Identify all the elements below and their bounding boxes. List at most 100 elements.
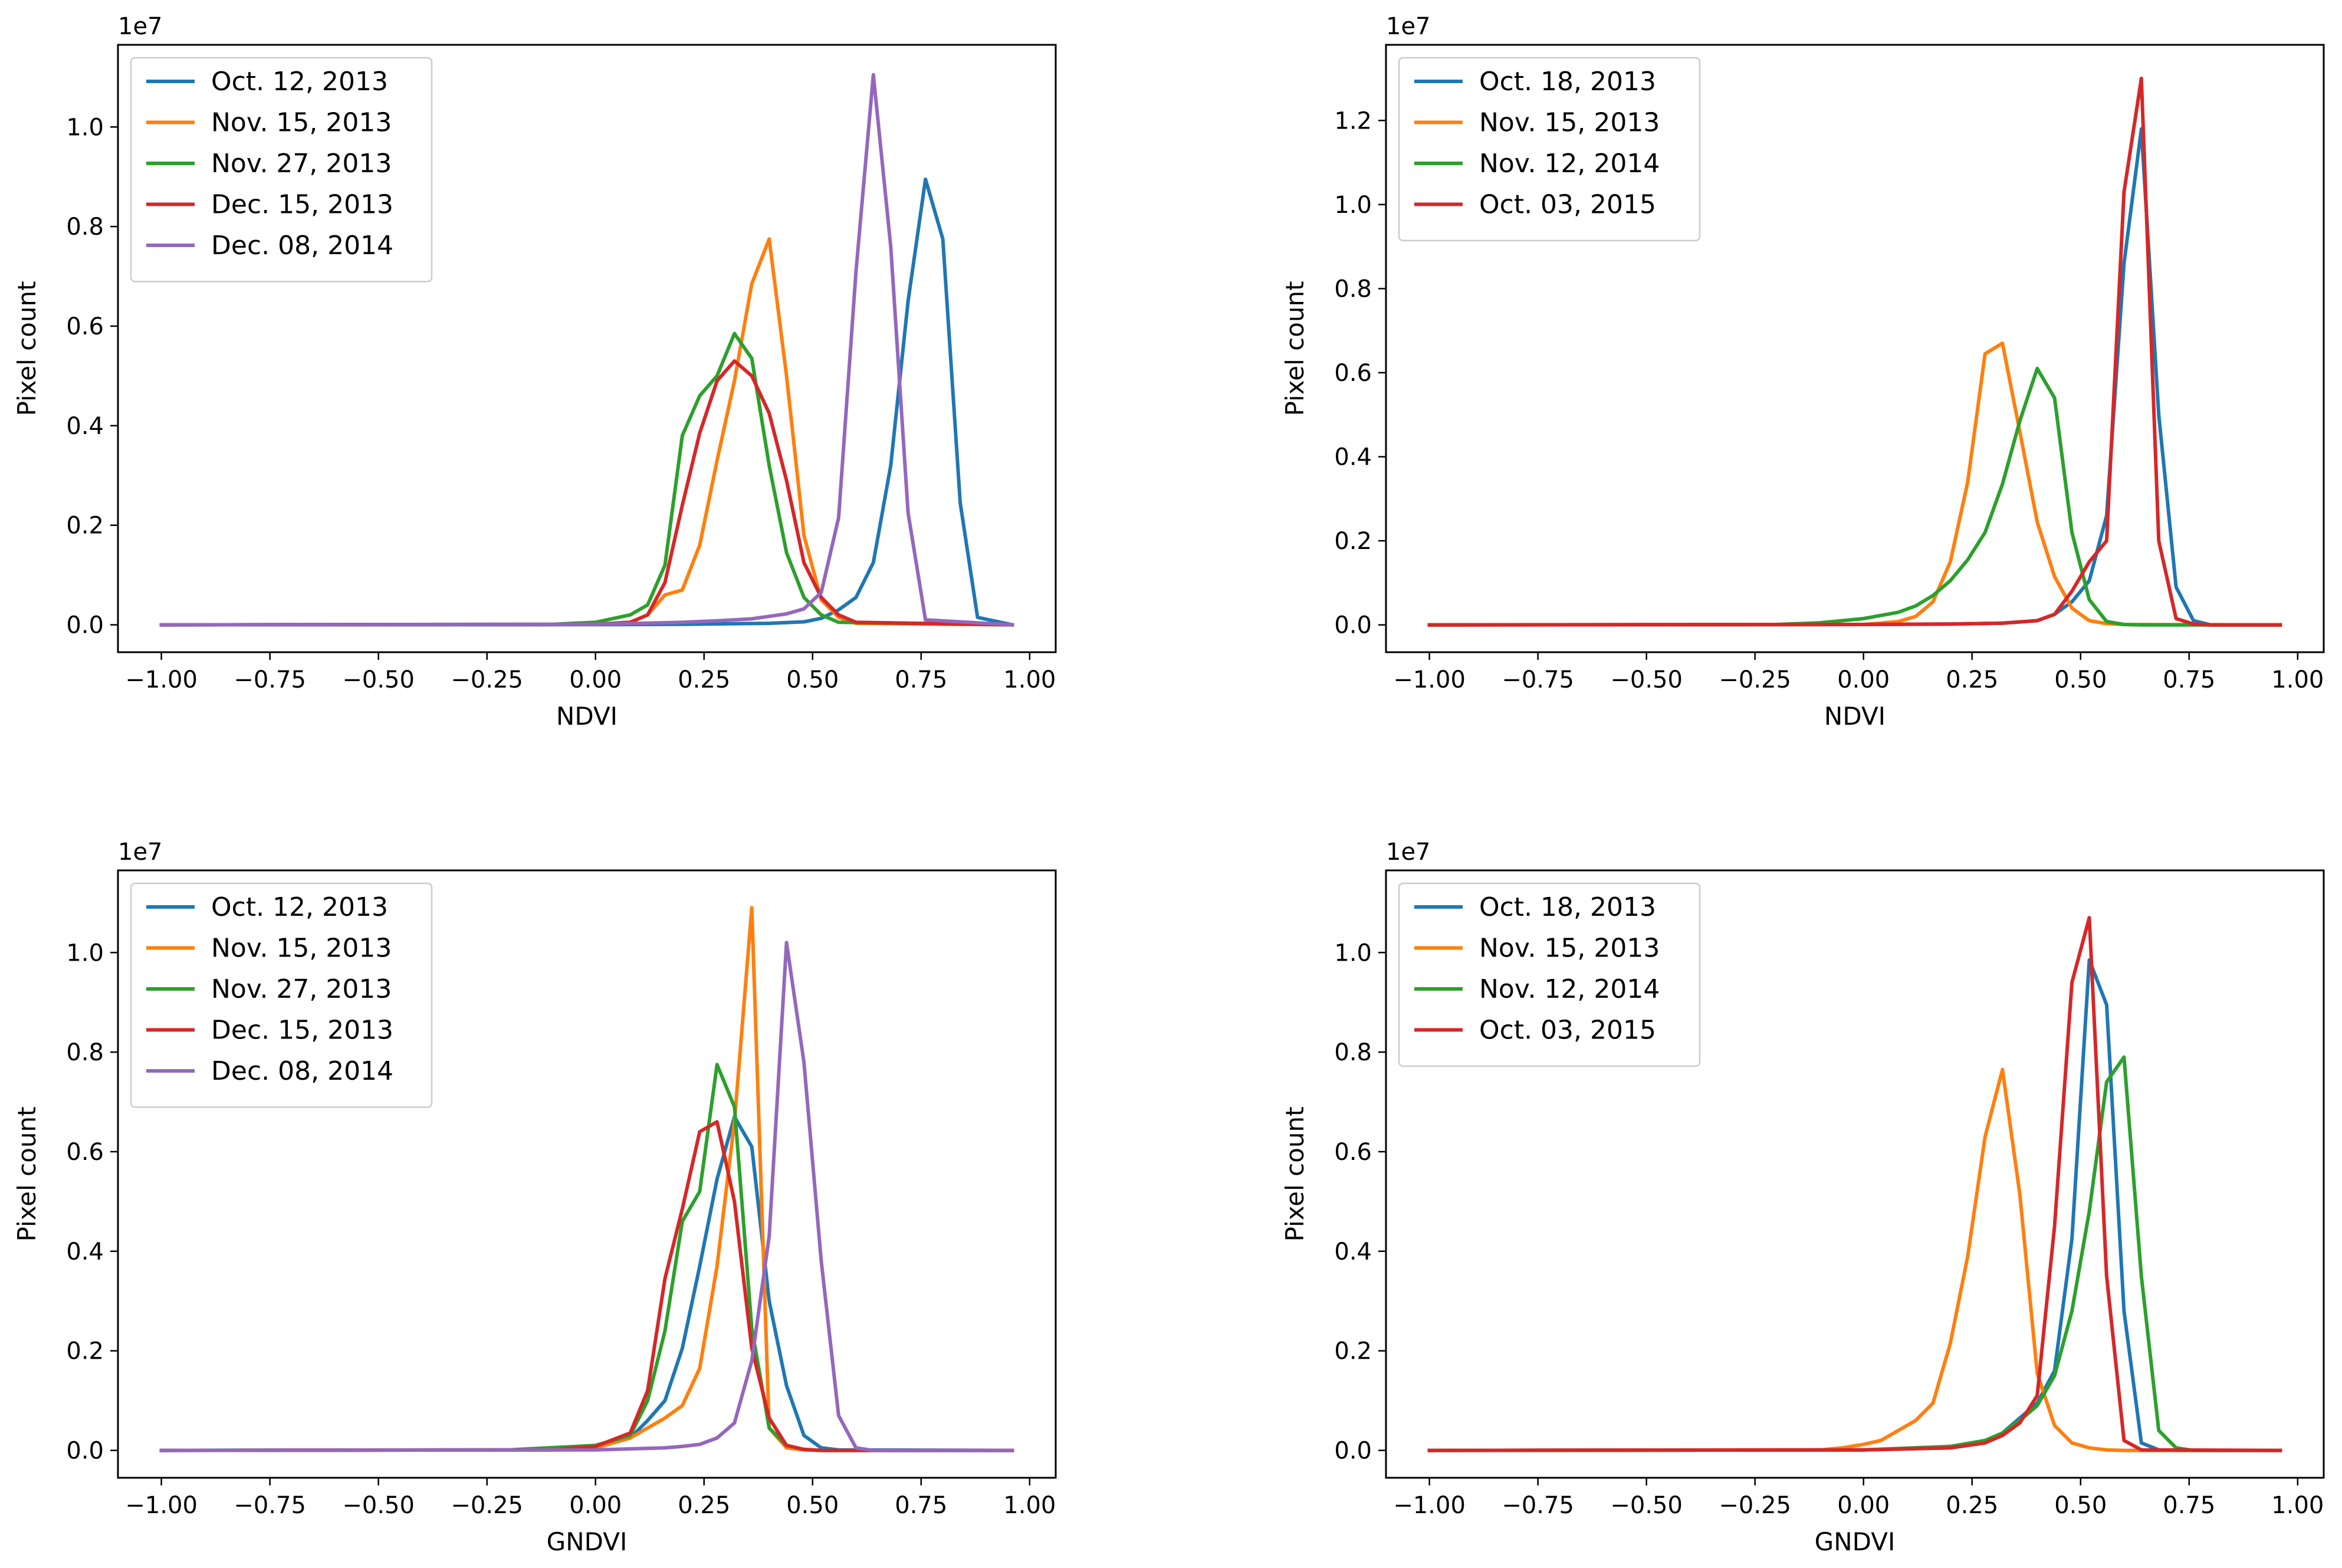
x-tick-label: 0.25 (678, 1492, 730, 1519)
series-line-4 (1427, 916, 2282, 1452)
y-axis-label: Pixel count (1280, 281, 1309, 416)
y-axis-label: Pixel count (1280, 1107, 1309, 1242)
y-tick-label: 0.2 (1334, 528, 1372, 555)
x-tick-label: 0.75 (895, 666, 947, 693)
x-tick-label: −0.25 (451, 1492, 523, 1519)
x-tick-label: 0.25 (1946, 666, 1998, 693)
y-tick-label: 0.8 (66, 1039, 104, 1066)
x-tick-label: −0.50 (342, 1492, 415, 1519)
series-line-5 (159, 941, 1014, 1452)
x-axis-label: GNDVI (1815, 1527, 1896, 1556)
y-tick-label: 0.6 (66, 1139, 104, 1166)
y-tick-label: 0.8 (1334, 275, 1372, 303)
x-tick-label: −0.75 (234, 1492, 306, 1519)
y-tick-label: 0.0 (66, 612, 104, 639)
legend-label: Dec. 15, 2013 (211, 1015, 393, 1046)
y-axis-label: Pixel count (12, 281, 41, 416)
legend-label: Oct. 18, 2013 (1479, 67, 1656, 97)
legend-frame (130, 57, 433, 282)
x-tick-label: −0.25 (451, 666, 523, 693)
x-tick-label: −1.00 (125, 666, 198, 693)
x-tick-label: −0.25 (1719, 1492, 1791, 1519)
chart-panel-4: −1.00 −0.75 −0.50 −0.25 0.00 0.25 0.50 0.75 1.0 0… (1280, 839, 2325, 1556)
series-line-3 (1427, 366, 2282, 627)
legend-label: Nov. 15, 2013 (211, 108, 392, 138)
series-line-2 (1427, 1067, 2282, 1452)
legend-label: Oct. 12, 2013 (211, 67, 388, 97)
y-tick-label: 0.0 (66, 1438, 104, 1465)
y-tick-label: 0.6 (66, 313, 104, 340)
x-tick-label: −0.75 (1502, 1492, 1574, 1519)
legend-label: Nov. 12, 2014 (1479, 149, 1660, 179)
legend-frame (1398, 57, 1701, 242)
y-multiplier-label: 1e7 (118, 839, 163, 866)
series-group (1427, 77, 2282, 627)
legend-label: Dec. 08, 2014 (211, 1056, 393, 1086)
series-group (159, 906, 1014, 1452)
y-tick-label: 0.4 (66, 413, 104, 440)
y-tick-label: 0.0 (1334, 612, 1372, 639)
series-group (159, 73, 1014, 627)
x-tick-label: 0.50 (786, 666, 839, 693)
y-tick-label: 1.2 (1334, 107, 1372, 134)
legend-label: Nov. 15, 2013 (1479, 933, 1660, 964)
y-multiplier-label: 1e7 (118, 13, 163, 40)
legend-label: Nov. 27, 2013 (211, 974, 392, 1004)
series-line-2 (1427, 341, 2282, 627)
y-tick-label: 0.6 (1334, 360, 1372, 387)
series-line-4 (159, 1120, 1014, 1452)
y-tick-label: 1.0 (1334, 192, 1372, 219)
x-tick-label: 0.00 (1837, 1492, 1890, 1519)
y-multiplier-label: 1e7 (1386, 13, 1431, 40)
x-tick-label: 1.00 (2271, 666, 2324, 693)
x-tick-label: −0.75 (234, 666, 306, 693)
series-group (1427, 916, 2282, 1452)
x-tick-label: 1.00 (1003, 666, 1056, 693)
x-tick-label: −0.75 (1502, 666, 1574, 693)
y-tick-label: 0.8 (66, 213, 104, 241)
y-tick-label: 0.2 (66, 512, 104, 540)
x-tick-label: −1.00 (1393, 1492, 1466, 1519)
y-tick-label: 0.4 (1334, 1238, 1372, 1265)
x-axis-label: GNDVI (547, 1527, 628, 1556)
legend-label: Nov. 15, 2013 (211, 933, 392, 964)
x-tick-label: 0.50 (2054, 1492, 2107, 1519)
x-tick-label: 0.25 (678, 666, 730, 693)
legend: Oct. 12, 2013 Nov. 15, 2013 Nov. 27, 2013 D… (130, 882, 433, 1108)
legend-label: Nov. 27, 2013 (211, 149, 392, 179)
x-tick-label: 0.75 (895, 1492, 947, 1519)
x-tick-label: 0.00 (569, 1492, 622, 1519)
y-tick-label: 1.0 (1334, 939, 1372, 967)
legend: Oct. 18, 2013 Nov. 15, 2013 Nov. 12, 2014 O… (1398, 882, 1701, 1067)
legend-label: Dec. 08, 2014 (211, 231, 393, 261)
y-multiplier-label: 1e7 (1386, 839, 1431, 866)
series-line-4 (1427, 77, 2282, 627)
x-tick-label: −0.50 (1610, 1492, 1683, 1519)
y-tick-label: 1.0 (66, 939, 104, 967)
x-tick-label: −0.50 (342, 666, 415, 693)
series-line-5 (159, 73, 1014, 627)
x-axis-label: NDVI (556, 702, 617, 731)
axes-frame (117, 44, 1057, 653)
chart-panel-2: −1.00 −0.75 −0.50 −0.25 0.00 0.25 0.50 0.75 1.00… (1280, 13, 2325, 731)
y-tick-label: 0.8 (1334, 1039, 1372, 1066)
x-tick-label: 0.50 (786, 1492, 839, 1519)
x-tick-label: 0.00 (569, 666, 622, 693)
axes-frame (1385, 869, 2325, 1479)
x-tick-label: 0.75 (2163, 1492, 2215, 1519)
axes-frame (1385, 44, 2325, 653)
x-tick-label: 0.00 (1837, 666, 1890, 693)
legend-label: Nov. 12, 2014 (1479, 974, 1660, 1004)
y-tick-label: 0.2 (1334, 1338, 1372, 1365)
legend-label: Nov. 15, 2013 (1479, 108, 1660, 138)
x-tick-label: 0.50 (2054, 666, 2107, 693)
series-line-3 (1427, 1055, 2282, 1452)
x-tick-label: 0.25 (1946, 1492, 1998, 1519)
x-tick-label: −1.00 (1393, 666, 1466, 693)
legend-label: Oct. 12, 2013 (211, 892, 388, 922)
series-line-4 (159, 359, 1014, 627)
x-tick-label: 0.75 (2163, 666, 2215, 693)
x-axis-label: NDVI (1824, 702, 1886, 731)
x-tick-label: −0.50 (1610, 666, 1683, 693)
